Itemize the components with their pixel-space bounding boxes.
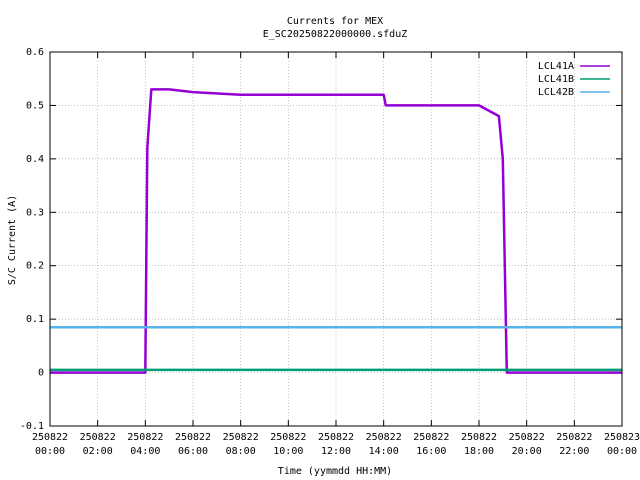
x-tick-label-time: 00:00: [607, 446, 637, 457]
x-tick-label-time: 16:00: [416, 446, 446, 457]
x-tick-label-time: 12:00: [321, 446, 351, 457]
x-tick-label-time: 18:00: [464, 446, 494, 457]
legend-label: LCL41B: [538, 74, 574, 85]
x-tick-label-time: 22:00: [559, 446, 589, 457]
chart-title: Currents for MEX: [287, 16, 383, 27]
x-tick-label-time: 04:00: [130, 446, 160, 457]
chart-subtitle: E_SC20250822000000.sfduZ: [263, 29, 408, 40]
x-tick-label-date: 250822: [509, 432, 545, 443]
legend-label: LCL41A: [538, 61, 574, 72]
x-tick-label-date: 250822: [318, 432, 354, 443]
series-lines: [50, 88, 622, 374]
series-line-lcl41a: [50, 88, 622, 374]
x-tick-label-time: 08:00: [226, 446, 256, 457]
x-tick-label-time: 06:00: [178, 446, 208, 457]
x-tick-label-date: 250822: [413, 432, 449, 443]
y-tick-label: 0.6: [26, 47, 44, 58]
plot-frame: [49, 51, 623, 427]
x-tick-label-date: 250822: [175, 432, 211, 443]
x-tick-label-date: 250823: [604, 432, 640, 443]
y-tick-label: -0.1: [20, 421, 44, 432]
x-tick-label-time: 14:00: [369, 446, 399, 457]
y-tick-label: 0.4: [26, 154, 44, 165]
x-axis-label: Time (yymmdd HH:MM): [278, 466, 392, 477]
x-tick-label-time: 20:00: [512, 446, 542, 457]
y-tick-label: 0.2: [26, 261, 44, 272]
x-tick-label-date: 250822: [461, 432, 497, 443]
x-tick-label-date: 250822: [223, 432, 259, 443]
x-tick-label-date: 250822: [556, 432, 592, 443]
x-tick-label-time: 00:00: [35, 446, 65, 457]
y-tick-label: 0.1: [26, 314, 44, 325]
x-tick-label-date: 250822: [270, 432, 306, 443]
y-tick-label: 0: [38, 368, 44, 379]
legend-label: LCL42B: [538, 87, 574, 98]
legend: LCL41A LCL41B LCL42B: [538, 61, 610, 98]
x-tick-label-date: 250822: [80, 432, 116, 443]
y-tick-label: 0.5: [26, 100, 44, 111]
x-tick-label-date: 250822: [127, 432, 163, 443]
x-tick-label-date: 250822: [32, 432, 68, 443]
x-tick-label-date: 250822: [366, 432, 402, 443]
x-tick-label-time: 10:00: [273, 446, 303, 457]
y-tick-label: 0.3: [26, 207, 44, 218]
y-axis-label: S/C Current (A): [7, 195, 18, 285]
x-tick-label-time: 02:00: [83, 446, 113, 457]
